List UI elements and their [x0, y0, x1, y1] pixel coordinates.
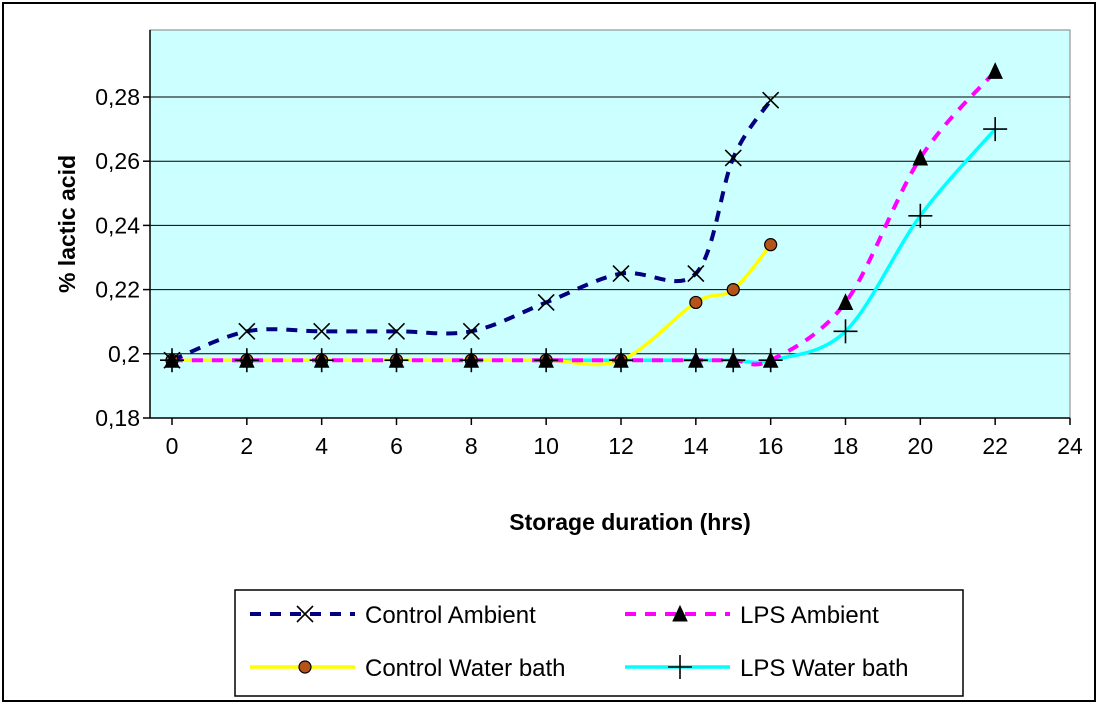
data-point-plus — [234, 348, 259, 373]
y-axis-ticks: 0,18 0,2 0,22 0,24 0,26 0,28 — [95, 84, 150, 431]
series-markers — [160, 62, 1008, 373]
series-line-control-ambient — [171, 99, 773, 363]
y-tick-label: 0,28 — [95, 84, 140, 110]
legend-marker — [668, 655, 692, 679]
data-point-plus — [160, 348, 184, 373]
x-tick-label: 18 — [833, 433, 859, 459]
x-tick-label: 14 — [683, 433, 709, 459]
legend-item: LPS Ambient — [625, 602, 879, 629]
x-tick-label: 16 — [758, 433, 784, 459]
data-point-plus — [983, 117, 1008, 142]
y-tick-label: 0,26 — [95, 148, 140, 174]
legend-item: LPS Water bath — [625, 655, 909, 682]
data-point-plus — [683, 348, 708, 373]
legend-marker — [298, 660, 312, 674]
x-tick-label: 24 — [1057, 433, 1083, 459]
x-tick-label: 12 — [608, 433, 634, 459]
data-point-x — [687, 264, 705, 283]
legend-label: Control Ambient — [365, 602, 536, 629]
x-tick-label: 20 — [908, 433, 934, 459]
legend-marker — [296, 605, 314, 623]
data-point-plus — [609, 348, 633, 373]
data-point-x — [724, 149, 742, 167]
data-point-plus — [908, 203, 933, 228]
data-point-plus — [758, 348, 783, 373]
data-point-plus — [459, 348, 484, 373]
y-tick-label: 0,2 — [108, 341, 140, 367]
legend-marker — [672, 604, 688, 622]
data-point-triangle — [987, 62, 1003, 79]
data-point-x — [612, 264, 630, 283]
data-point-x — [238, 322, 256, 340]
y-tick-label: 0,22 — [95, 277, 140, 303]
data-point-plus — [534, 348, 559, 373]
legend-item: Control Water bath — [250, 655, 566, 682]
data-point-plus — [833, 319, 858, 344]
data-point-x — [313, 322, 331, 340]
x-axis-title: Storage duration (hrs) — [509, 509, 751, 535]
data-point-plus — [721, 348, 746, 373]
data-point-circle — [764, 238, 778, 252]
x-tick-label: 0 — [166, 433, 179, 459]
legend-label: LPS Water bath — [740, 655, 909, 682]
data-point-circle — [689, 295, 703, 310]
x-tick-label: 4 — [315, 433, 328, 459]
legend-label: LPS Ambient — [740, 602, 879, 629]
data-point-x — [462, 322, 480, 340]
x-tick-label: 22 — [982, 433, 1008, 459]
x-tick-label: 10 — [533, 433, 559, 459]
x-tick-label: 6 — [390, 433, 403, 459]
legend-box — [234, 589, 964, 697]
data-point-x — [762, 91, 780, 109]
x-axis-ticks: 0 2 4 6 8 10 12 14 16 18 20 22 24 — [166, 418, 1083, 459]
data-point-circle — [726, 283, 740, 297]
x-tick-label: 8 — [465, 433, 478, 459]
y-tick-label: 0,18 — [95, 405, 140, 431]
data-point-x — [387, 322, 406, 340]
x-tick-label: 2 — [240, 433, 253, 459]
data-point-triangle — [912, 148, 929, 166]
y-tick-label: 0,24 — [95, 212, 140, 238]
y-axis-title: % lactic acid — [54, 155, 80, 293]
data-point-plus — [384, 348, 409, 373]
data-point-triangle — [837, 293, 854, 310]
legend-item: Control Ambient — [250, 602, 536, 629]
legend-label: Control Water bath — [365, 655, 566, 682]
data-point-x — [537, 293, 555, 312]
legend: Control Ambient LPS Ambient Control Water … — [234, 589, 964, 697]
data-point-plus — [309, 348, 334, 373]
